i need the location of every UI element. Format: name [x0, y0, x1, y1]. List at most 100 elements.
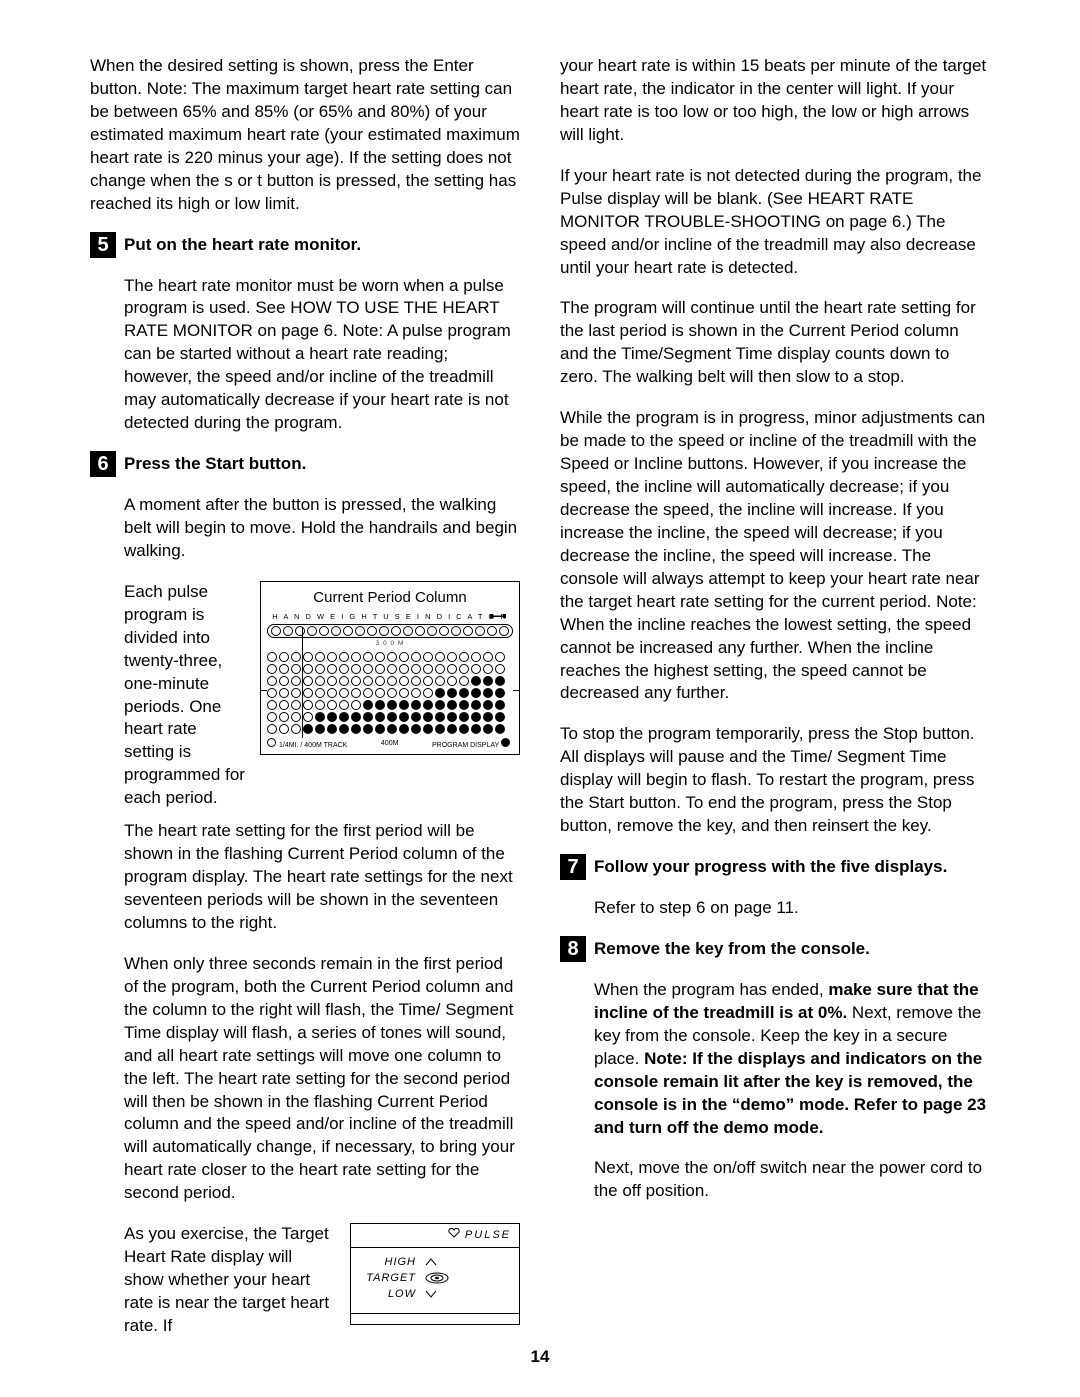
program-footer-left: 1/4MI. / 400M TRACK: [267, 738, 347, 750]
program-grid-cell: [351, 652, 361, 662]
program-grid-cell: [471, 688, 481, 698]
program-grid-cell: [435, 700, 445, 710]
program-grid-cell: [267, 724, 277, 734]
step-6-number: 6: [90, 451, 116, 477]
program-grid-cell: [279, 652, 289, 662]
pulse-low-label: LOW: [361, 1287, 416, 1302]
arrow-down-icon: [424, 1289, 438, 1299]
program-topbar-cell: [403, 626, 413, 636]
program-grid-cell: [363, 700, 373, 710]
step-7-body: Refer to step 6 on page 11.: [594, 897, 990, 920]
step-6-p4: When only three seconds remain in the fi…: [124, 953, 520, 1205]
program-grid-cell: [291, 688, 301, 698]
program-grid-cell: [291, 700, 301, 710]
program-topbar-cell: [463, 626, 473, 636]
program-grid-cell: [279, 724, 289, 734]
pulse-body: HIGH TARGET: [351, 1248, 519, 1314]
step-7-title: Follow your progress with the five displ…: [594, 857, 947, 876]
program-topbar-cell: [451, 626, 461, 636]
program-grid-cell: [375, 688, 385, 698]
program-grid-cell: [315, 712, 325, 722]
program-grid-cell: [471, 676, 481, 686]
program-grid-cell: [387, 676, 397, 686]
program-diagram-title: Current Period Column: [267, 588, 513, 608]
program-grid-cell: [375, 664, 385, 674]
program-grid-cell: [327, 652, 337, 662]
page: When the desired setting is shown, press…: [0, 0, 1080, 1397]
program-grid-cell: [375, 712, 385, 722]
program-grid-cell: [351, 700, 361, 710]
program-grid-cell: [315, 724, 325, 734]
program-topbar-cell: [499, 626, 509, 636]
program-grid-cell: [399, 688, 409, 698]
left-column: When the desired setting is shown, press…: [90, 55, 520, 1338]
program-topbar-cell: [379, 626, 389, 636]
program-grid-cell: [411, 688, 421, 698]
program-grid-cell: [483, 664, 493, 674]
pulse-target-label: TARGET: [361, 1271, 416, 1286]
pulse-display-row: As you exercise, the Target Heart Rate d…: [124, 1223, 520, 1338]
program-grid-cell: [279, 664, 289, 674]
step-5-number: 5: [90, 232, 116, 258]
program-grid-cell: [435, 712, 445, 722]
program-topbar-cell: [439, 626, 449, 636]
step-8-p1d: Note: If the displays and indicators on …: [594, 1049, 986, 1137]
program-grid-cell: [483, 688, 493, 698]
program-grid-cell: [303, 700, 313, 710]
program-grid-cell: [315, 652, 325, 662]
program-grid-cell: [435, 652, 445, 662]
program-grid-cell: [459, 700, 469, 710]
program-grid-cell: [291, 712, 301, 722]
program-grid-cell: [471, 700, 481, 710]
program-grid-cell: [279, 688, 289, 698]
program-grid-cell: [435, 676, 445, 686]
program-grid-cell: [495, 688, 505, 698]
pulse-diagram: PULSE HIGH TARGET: [350, 1223, 520, 1324]
step-7-number: 7: [560, 854, 586, 880]
program-grid-cell: [471, 652, 481, 662]
pulse-low-row: LOW: [361, 1287, 509, 1302]
program-grid-cell: [303, 688, 313, 698]
program-grid-cell: [327, 712, 337, 722]
right-p1: your heart rate is within 15 beats per m…: [560, 55, 990, 147]
program-grid-cell: [447, 700, 457, 710]
step-8-number: 8: [560, 936, 586, 962]
program-grid-cell: [399, 700, 409, 710]
hand-weight-label-text: H A N D W E I G H T U S E I N D I C A T …: [272, 612, 507, 621]
program-grid-cell: [459, 664, 469, 674]
program-topbar-cell: [391, 626, 401, 636]
program-topbar-cell: [319, 626, 329, 636]
program-grid-cell: [351, 676, 361, 686]
program-grid-cell: [483, 676, 493, 686]
heart-icon: [448, 1228, 460, 1238]
program-topbar-cell: [331, 626, 341, 636]
program-grid-cell: [267, 652, 277, 662]
program-grid-cell: [459, 724, 469, 734]
pulse-header-text: PULSE: [465, 1229, 511, 1241]
program-grid: [267, 652, 513, 734]
program-topbar-cell: [475, 626, 485, 636]
program-grid-cell: [363, 676, 373, 686]
program-grid-cell: [387, 688, 397, 698]
program-grid-cell: [459, 652, 469, 662]
step-5-body: The heart rate monitor must be worn when…: [124, 275, 520, 436]
program-grid-cell: [327, 724, 337, 734]
right-p4: While the program is in progress, minor …: [560, 407, 990, 705]
program-grid-cell: [339, 664, 349, 674]
program-grid-cell: [399, 664, 409, 674]
program-grid-cell: [459, 712, 469, 722]
program-grid-cell: [279, 676, 289, 686]
program-grid-cell: [291, 676, 301, 686]
program-grid-cell: [435, 724, 445, 734]
program-grid-cell: [495, 724, 505, 734]
program-grid-cell: [303, 724, 313, 734]
program-grid-cell: [495, 664, 505, 674]
program-grid-row: [267, 712, 513, 722]
program-footer-right: PROGRAM DISPLAY: [432, 738, 513, 750]
program-grid-cell: [267, 676, 277, 686]
program-grid-cell: [399, 676, 409, 686]
program-grid-cell: [483, 700, 493, 710]
program-split-text: Each pulse program is divided into twent…: [124, 581, 246, 810]
program-grid-cell: [375, 700, 385, 710]
program-grid-cell: [435, 688, 445, 698]
